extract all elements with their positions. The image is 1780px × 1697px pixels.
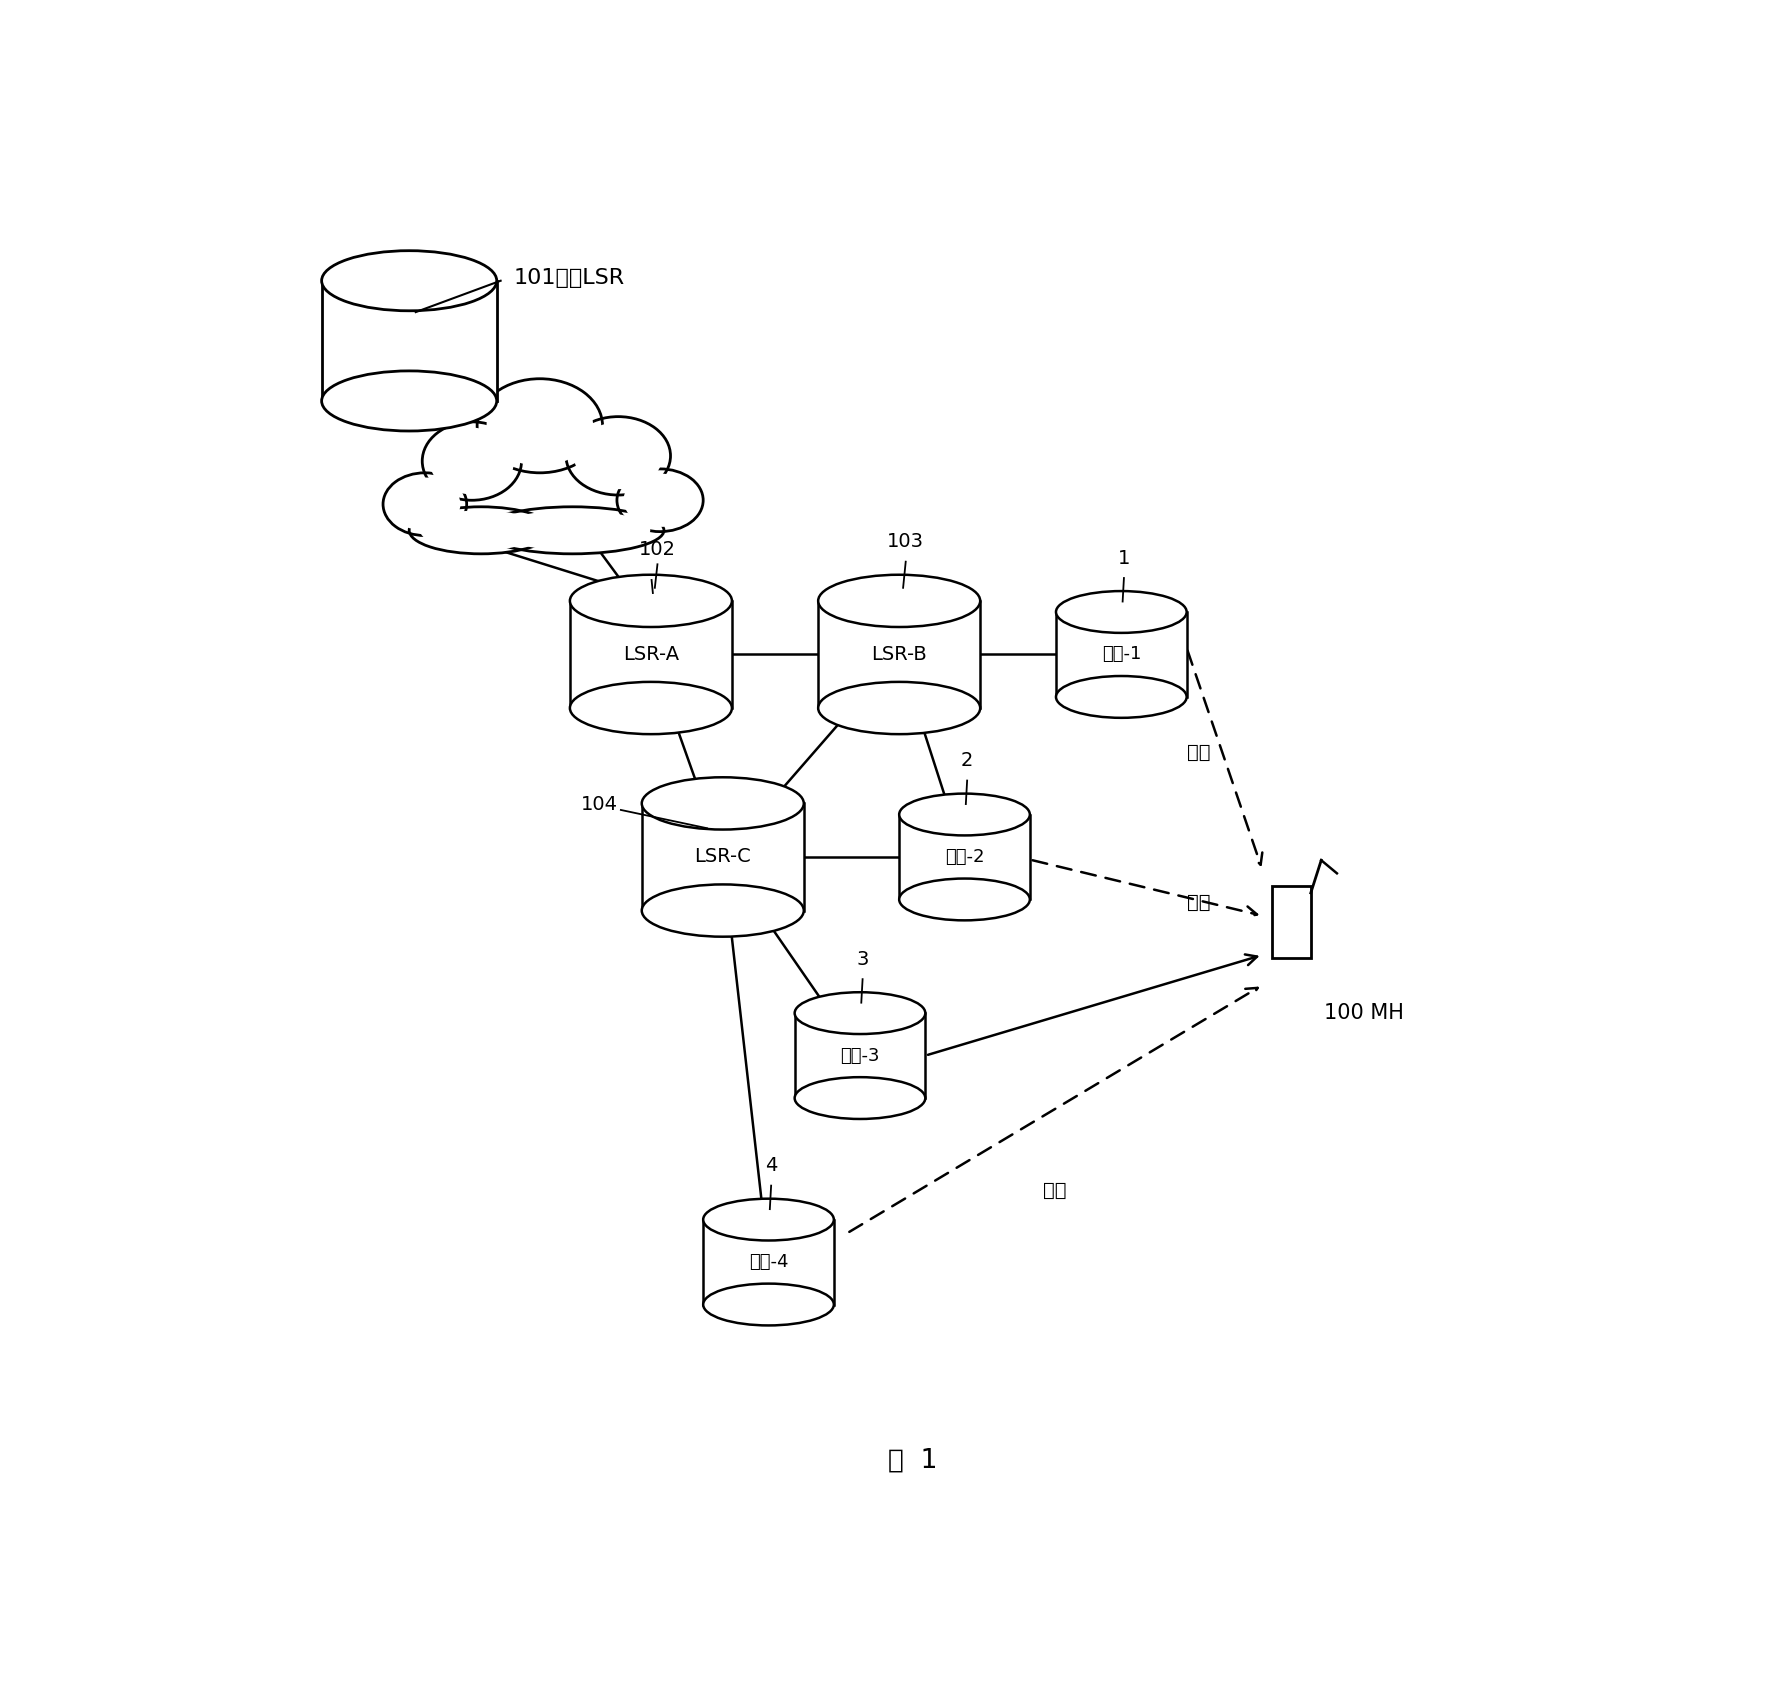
Ellipse shape — [409, 507, 554, 553]
Ellipse shape — [703, 1283, 833, 1325]
Ellipse shape — [477, 378, 603, 473]
Ellipse shape — [819, 682, 981, 735]
Ellipse shape — [495, 511, 650, 550]
FancyBboxPatch shape — [794, 1013, 926, 1098]
Ellipse shape — [899, 879, 1031, 920]
Ellipse shape — [899, 794, 1031, 835]
Bar — [1271, 886, 1310, 959]
Ellipse shape — [481, 507, 664, 553]
Ellipse shape — [573, 423, 662, 489]
Text: 图  1: 图 1 — [888, 1448, 936, 1473]
FancyBboxPatch shape — [570, 601, 732, 708]
Text: 100 MH: 100 MH — [1324, 1003, 1404, 1023]
Text: 4: 4 — [765, 1156, 778, 1174]
Text: 信标: 信标 — [1043, 1181, 1066, 1200]
Text: 101入口LSR: 101入口LSR — [514, 268, 625, 288]
Ellipse shape — [794, 993, 926, 1033]
Ellipse shape — [643, 777, 805, 830]
Ellipse shape — [322, 372, 497, 431]
Ellipse shape — [420, 511, 543, 550]
Ellipse shape — [422, 423, 522, 501]
Ellipse shape — [703, 1198, 833, 1241]
Text: 2: 2 — [961, 752, 974, 770]
Ellipse shape — [570, 682, 732, 735]
Text: LSR-A: LSR-A — [623, 645, 678, 664]
Text: 3: 3 — [856, 950, 869, 969]
Ellipse shape — [794, 1078, 926, 1118]
Text: LSR-B: LSR-B — [870, 645, 927, 664]
Text: 103: 103 — [886, 533, 924, 552]
FancyBboxPatch shape — [899, 815, 1031, 899]
Ellipse shape — [570, 575, 732, 626]
Ellipse shape — [390, 477, 461, 531]
Text: 出口-3: 出口-3 — [840, 1047, 879, 1064]
FancyBboxPatch shape — [322, 280, 497, 400]
FancyBboxPatch shape — [643, 803, 805, 911]
Ellipse shape — [1056, 591, 1187, 633]
Text: 信标: 信标 — [1187, 743, 1210, 762]
Text: 1: 1 — [1118, 548, 1130, 567]
Ellipse shape — [486, 385, 593, 465]
Text: 出口-4: 出口-4 — [749, 1252, 789, 1271]
Ellipse shape — [1056, 675, 1187, 718]
FancyBboxPatch shape — [819, 601, 981, 708]
Ellipse shape — [643, 884, 805, 937]
Ellipse shape — [623, 473, 696, 526]
Ellipse shape — [429, 428, 514, 494]
Text: 信标: 信标 — [1187, 893, 1210, 913]
Ellipse shape — [383, 473, 466, 536]
Ellipse shape — [322, 251, 497, 311]
FancyBboxPatch shape — [703, 1220, 833, 1305]
Text: LSR-C: LSR-C — [694, 847, 751, 867]
Ellipse shape — [819, 575, 981, 626]
Ellipse shape — [566, 417, 671, 496]
FancyBboxPatch shape — [1056, 613, 1187, 697]
Text: 出口-2: 出口-2 — [945, 848, 984, 865]
Text: 出口-1: 出口-1 — [1102, 645, 1141, 664]
Text: 102: 102 — [639, 540, 676, 558]
Text: 104: 104 — [582, 796, 618, 815]
Ellipse shape — [618, 468, 703, 531]
